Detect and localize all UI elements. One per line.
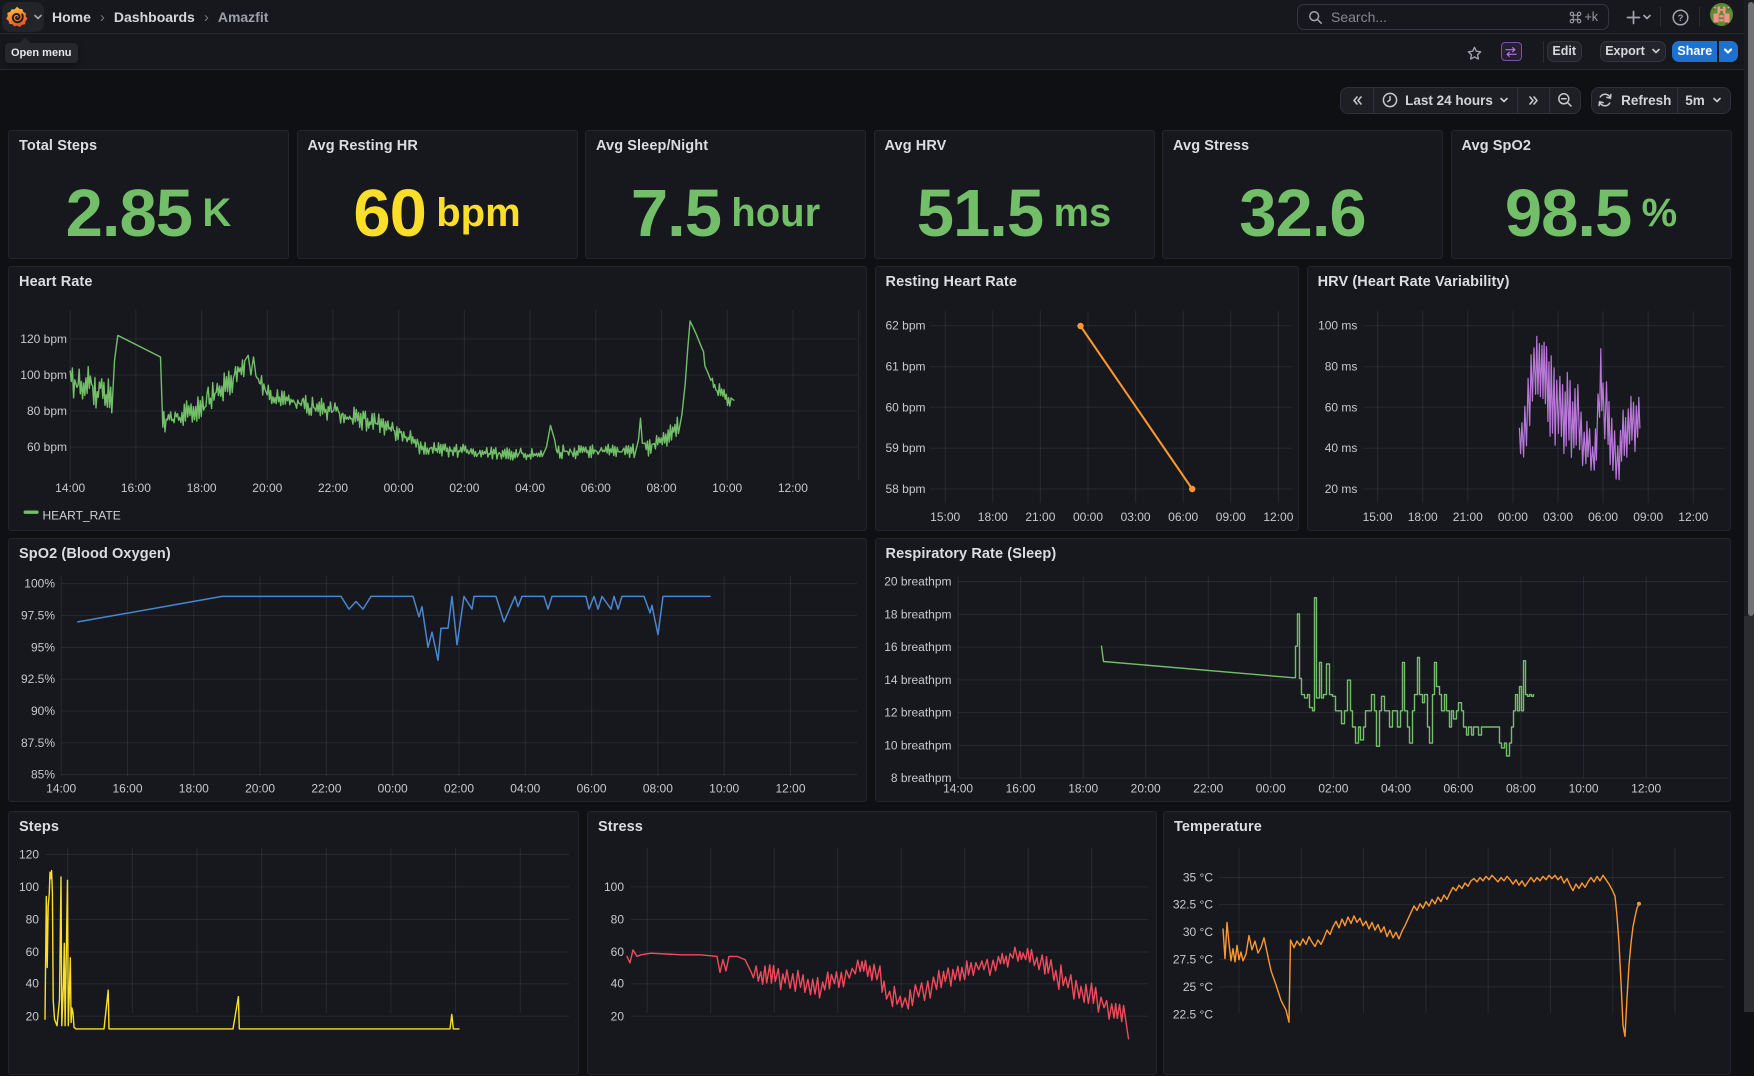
svg-text:00:00: 00:00 bbox=[1072, 510, 1102, 524]
svg-text:08:00: 08:00 bbox=[1505, 782, 1535, 796]
svg-text:58 bpm: 58 bpm bbox=[885, 482, 925, 496]
svg-text:60 bpm: 60 bpm bbox=[885, 400, 925, 414]
svg-text:20:00: 20:00 bbox=[252, 481, 282, 495]
svg-text:00:00: 00:00 bbox=[1255, 782, 1285, 796]
svg-text:90%: 90% bbox=[31, 704, 55, 718]
svg-text:08:00: 08:00 bbox=[646, 481, 676, 495]
svg-text:10:00: 10:00 bbox=[709, 782, 739, 796]
svg-text:60 ms: 60 ms bbox=[1324, 400, 1357, 414]
svg-text:22:00: 22:00 bbox=[1193, 782, 1223, 796]
svg-text:120: 120 bbox=[19, 847, 39, 861]
svg-text:15:00: 15:00 bbox=[930, 510, 960, 524]
svg-text:12:00: 12:00 bbox=[775, 782, 805, 796]
svg-text:100%: 100% bbox=[24, 577, 55, 591]
svg-text:?: ? bbox=[1677, 13, 1683, 24]
svg-text:22:00: 22:00 bbox=[318, 481, 348, 495]
svg-text:20 ms: 20 ms bbox=[1324, 482, 1357, 496]
svg-text:100 ms: 100 ms bbox=[1318, 319, 1357, 333]
svg-text:18:00: 18:00 bbox=[187, 481, 217, 495]
svg-text:32.5 °C: 32.5 °C bbox=[1173, 898, 1213, 912]
svg-text:40: 40 bbox=[611, 977, 625, 991]
svg-text:00:00: 00:00 bbox=[378, 782, 408, 796]
svg-text:27.5 °C: 27.5 °C bbox=[1173, 952, 1213, 966]
svg-text:60: 60 bbox=[26, 945, 40, 959]
svg-text:12 breathpm: 12 breathpm bbox=[884, 706, 951, 720]
svg-text:04:00: 04:00 bbox=[510, 782, 540, 796]
svg-text:25 °C: 25 °C bbox=[1183, 980, 1213, 994]
svg-text:92.5%: 92.5% bbox=[21, 673, 55, 687]
svg-text:18 breathpm: 18 breathpm bbox=[884, 608, 951, 622]
svg-text:06:00: 06:00 bbox=[1168, 510, 1198, 524]
svg-text:80: 80 bbox=[611, 913, 625, 927]
svg-text:21:00: 21:00 bbox=[1025, 510, 1055, 524]
svg-text:02:00: 02:00 bbox=[1318, 782, 1348, 796]
svg-text:02:00: 02:00 bbox=[444, 782, 474, 796]
svg-text:16 breathpm: 16 breathpm bbox=[884, 640, 951, 654]
svg-text:20 breathpm: 20 breathpm bbox=[884, 575, 951, 589]
svg-text:8 breathpm: 8 breathpm bbox=[890, 771, 951, 785]
svg-text:18:00: 18:00 bbox=[1407, 510, 1437, 524]
svg-text:16:00: 16:00 bbox=[112, 782, 142, 796]
svg-text:06:00: 06:00 bbox=[577, 782, 607, 796]
svg-text:62 bpm: 62 bpm bbox=[885, 319, 925, 333]
svg-text:100 bpm: 100 bpm bbox=[20, 368, 67, 382]
svg-text:95%: 95% bbox=[31, 641, 55, 655]
svg-text:61 bpm: 61 bpm bbox=[885, 360, 925, 374]
svg-text:15:00: 15:00 bbox=[1362, 510, 1392, 524]
svg-text:HEART_RATE: HEART_RATE bbox=[43, 509, 121, 523]
svg-text:60: 60 bbox=[611, 945, 625, 959]
svg-text:10:00: 10:00 bbox=[712, 481, 742, 495]
svg-text:87.5%: 87.5% bbox=[21, 736, 55, 750]
svg-text:16:00: 16:00 bbox=[1005, 782, 1035, 796]
svg-text:22:00: 22:00 bbox=[311, 782, 341, 796]
svg-text:03:00: 03:00 bbox=[1543, 510, 1573, 524]
svg-text:18:00: 18:00 bbox=[179, 782, 209, 796]
svg-text:20:00: 20:00 bbox=[245, 782, 275, 796]
svg-text:14:00: 14:00 bbox=[943, 782, 973, 796]
svg-text:59 bpm: 59 bpm bbox=[885, 441, 925, 455]
svg-text:40: 40 bbox=[26, 977, 40, 991]
svg-text:60 bpm: 60 bpm bbox=[27, 440, 67, 454]
svg-text:00:00: 00:00 bbox=[384, 481, 414, 495]
svg-text:12:00: 12:00 bbox=[1631, 782, 1661, 796]
svg-text:09:00: 09:00 bbox=[1633, 510, 1663, 524]
svg-text:40 ms: 40 ms bbox=[1324, 441, 1357, 455]
svg-text:80 bpm: 80 bpm bbox=[27, 404, 67, 418]
svg-text:02:00: 02:00 bbox=[449, 481, 479, 495]
svg-text:85%: 85% bbox=[31, 768, 55, 782]
svg-text:80 ms: 80 ms bbox=[1324, 360, 1357, 374]
svg-text:120 bpm: 120 bpm bbox=[20, 332, 67, 346]
svg-text:14 breathpm: 14 breathpm bbox=[884, 673, 951, 687]
svg-text:09:00: 09:00 bbox=[1215, 510, 1245, 524]
svg-text:18:00: 18:00 bbox=[1068, 782, 1098, 796]
svg-text:35 °C: 35 °C bbox=[1183, 871, 1213, 885]
svg-text:21:00: 21:00 bbox=[1452, 510, 1482, 524]
svg-text:97.5%: 97.5% bbox=[21, 609, 55, 623]
svg-text:30 °C: 30 °C bbox=[1183, 925, 1213, 939]
svg-text:06:00: 06:00 bbox=[581, 481, 611, 495]
svg-text:80: 80 bbox=[26, 913, 40, 927]
svg-text:100: 100 bbox=[19, 880, 39, 894]
svg-text:00:00: 00:00 bbox=[1497, 510, 1527, 524]
svg-text:100: 100 bbox=[604, 880, 624, 894]
svg-text:10:00: 10:00 bbox=[1568, 782, 1598, 796]
svg-text:20: 20 bbox=[26, 1009, 40, 1023]
svg-text:04:00: 04:00 bbox=[1380, 782, 1410, 796]
svg-text:20: 20 bbox=[611, 1009, 625, 1023]
svg-text:20:00: 20:00 bbox=[1130, 782, 1160, 796]
svg-text:06:00: 06:00 bbox=[1443, 782, 1473, 796]
svg-text:14:00: 14:00 bbox=[46, 782, 76, 796]
svg-text:14:00: 14:00 bbox=[55, 481, 85, 495]
svg-text:03:00: 03:00 bbox=[1120, 510, 1150, 524]
svg-text:12:00: 12:00 bbox=[1678, 510, 1708, 524]
svg-text:06:00: 06:00 bbox=[1588, 510, 1618, 524]
svg-text:12:00: 12:00 bbox=[1263, 510, 1293, 524]
svg-text:04:00: 04:00 bbox=[515, 481, 545, 495]
svg-text:08:00: 08:00 bbox=[643, 782, 673, 796]
svg-text:10 breathpm: 10 breathpm bbox=[884, 739, 951, 753]
svg-text:18:00: 18:00 bbox=[977, 510, 1007, 524]
svg-text:16:00: 16:00 bbox=[121, 481, 151, 495]
svg-text:12:00: 12:00 bbox=[778, 481, 808, 495]
svg-text:22.5 °C: 22.5 °C bbox=[1173, 1007, 1213, 1021]
